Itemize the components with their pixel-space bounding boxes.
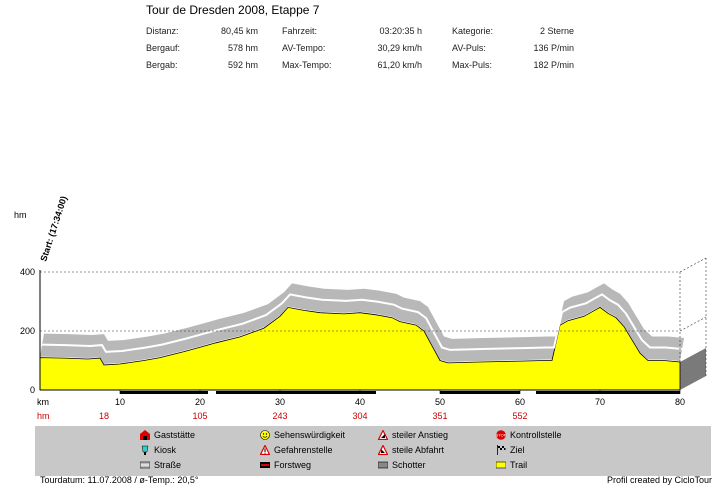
hm-row-value: 243 (272, 411, 287, 421)
grid-depth-line (679, 316, 707, 332)
x-tick-label: 60 (515, 397, 525, 407)
stat-item: Bergab: 592 hm (146, 58, 258, 72)
terrain-shadow-band (40, 283, 684, 364)
surface-band-forstweg (120, 391, 208, 394)
stat-label: Max-Tempo: (282, 60, 332, 70)
stat-item: Max-Tempo: 61,20 km/h (282, 58, 422, 72)
stat-item: AV-Tempo: 30,29 km/h (282, 41, 422, 55)
x-tick-label: 40 (355, 397, 365, 407)
legend-label: Ziel (510, 445, 525, 455)
stat-value: 182 P/min (533, 60, 574, 70)
x-axis-label: km (37, 397, 49, 407)
surface-band-forstweg (216, 391, 376, 394)
stat-label: Kategorie: (452, 26, 494, 36)
hm-row-value: 105 (192, 411, 207, 421)
hm-row-value: 18 (99, 411, 109, 421)
stat-value: 592 hm (227, 60, 258, 70)
legend-label: Straße (154, 460, 182, 470)
legend-label: Kiosk (154, 445, 177, 455)
stats-table: Distanz: 80,45 km Fahrzeit: 03:20:35 h Kateg… (146, 24, 576, 72)
x-tick-label: 50 (435, 397, 445, 407)
legend-label: Gefahrenstelle (274, 445, 333, 455)
stat-value: 03:20:35 h (379, 26, 422, 36)
legend-label: Forstweg (274, 460, 312, 470)
stat-value: 578 hm (227, 43, 258, 53)
y-tick-label: 200 (20, 326, 35, 336)
legend-label: steiler Anstieg (392, 430, 449, 440)
stat-label: AV-Tempo: (282, 43, 326, 53)
stat-label: Bergauf: (146, 43, 181, 53)
footer-credit: Profil created by CicloTour (606, 475, 712, 485)
stat-label: Fahrzeit: (282, 26, 318, 36)
surface-band-forstweg (440, 391, 520, 394)
stat-value: 61,20 km/h (377, 60, 422, 70)
stat-item: Distanz: 80,45 km (146, 24, 258, 38)
stat-value: 136 P/min (533, 43, 574, 53)
footer-tour-date: Tourdatum: 11.07.2008 / ø-Temp.: 20,5° (40, 475, 199, 485)
stat-label: Bergab: (146, 60, 178, 70)
start-annotation: Start: (17:34:00) (38, 195, 69, 263)
legend-label: Trail (510, 460, 528, 470)
legend-label: Sehenswürdigkeit (274, 430, 346, 440)
y-axis-label: hm (14, 210, 27, 220)
track-line (41, 293, 683, 353)
legend-panel: Gaststätte Sehenswürdigkeit steiler Anstie… (35, 426, 711, 476)
stat-item: AV-Puls: 136 P/min (452, 41, 574, 55)
stat-item: Fahrzeit: 03:20:35 h (282, 24, 422, 38)
x-tick-label: 30 (275, 397, 285, 407)
y-tick-label: 0 (30, 385, 35, 395)
legend-label: Schotter (392, 460, 426, 470)
x-tick-label: 80 (675, 397, 685, 407)
legend-label: Gaststätte (154, 430, 196, 440)
tour-title: Tour de Dresden 2008, Etappe 7 (146, 3, 320, 17)
svg-text:STOP: STOP (496, 433, 506, 438)
stat-value: 30,29 km/h (377, 43, 422, 53)
legend-label: Kontrollstelle (510, 430, 562, 440)
x-tick-label: 10 (115, 397, 125, 407)
hm-row-value: 304 (352, 411, 367, 421)
stat-item: Kategorie: 2 Sterne (452, 24, 574, 38)
legend-label: steile Abfahrt (392, 445, 445, 455)
x-tick-label: 20 (195, 397, 205, 407)
stat-item: Max-Puls: 182 P/min (452, 58, 574, 72)
stat-item: Bergauf: 578 hm (146, 41, 258, 55)
stat-value: 80,45 km (220, 26, 258, 36)
stat-label: Distanz: (146, 26, 179, 36)
hm-row-label: hm (37, 411, 50, 421)
stat-value: 2 Sterne (539, 26, 574, 36)
surface-band-forstweg (536, 391, 680, 394)
stat-label: Max-Puls: (452, 60, 493, 70)
hm-row-value: 552 (512, 411, 527, 421)
stat-label: AV-Puls: (452, 43, 486, 53)
profile-side-face (680, 347, 706, 390)
x-tick-label: 70 (595, 397, 605, 407)
elevation-profile (39, 306, 681, 391)
y-tick-label: 400 (20, 267, 35, 277)
grid-depth-line (679, 257, 707, 273)
hm-row-value: 351 (432, 411, 447, 421)
